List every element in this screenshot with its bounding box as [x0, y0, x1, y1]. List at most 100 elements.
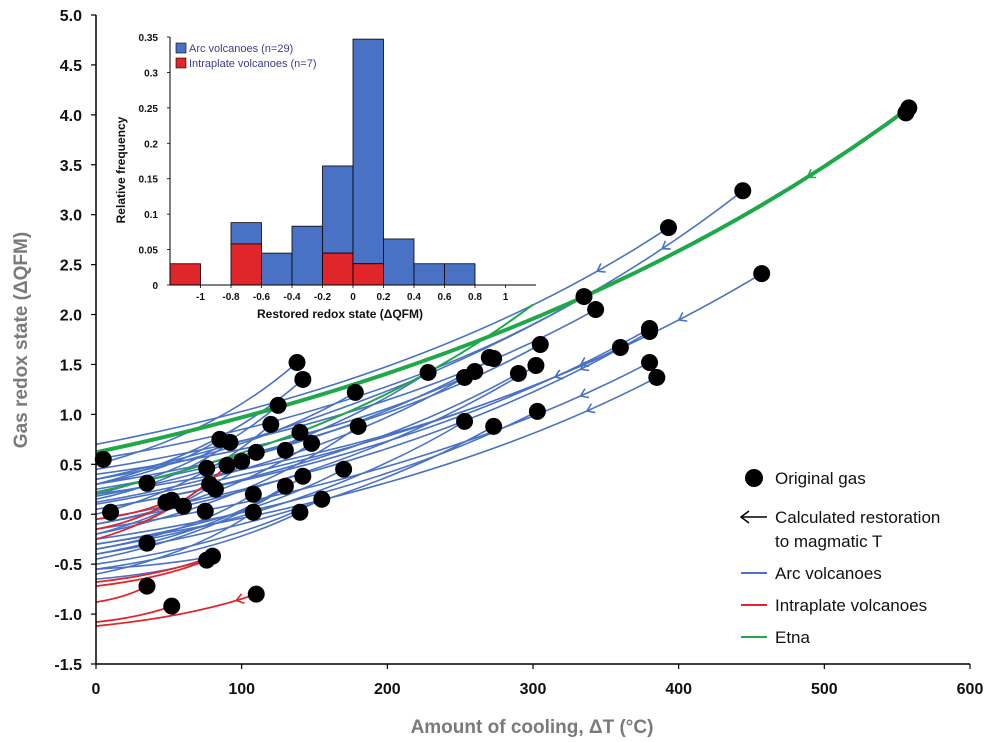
original-gas-point [218, 456, 236, 474]
original-gas-point [335, 460, 353, 478]
inset-legend-arc-swatch [175, 42, 187, 54]
original-gas-point [485, 417, 503, 435]
inset-x-tick-label: 1 [503, 292, 509, 303]
arc-curve [95, 423, 272, 516]
x-tick-label: 200 [374, 681, 401, 698]
y-tick-label: 3.0 [60, 208, 82, 225]
y-tick-label: -1.0 [54, 607, 82, 624]
arc-curve [95, 438, 221, 486]
etna-curve-arrow [806, 168, 817, 179]
inset-y-axis-title: Relative frequency [114, 116, 128, 223]
original-gas-point [734, 182, 752, 200]
inset-bar-arc [261, 252, 293, 286]
inset-bar-arc [413, 263, 445, 286]
intraplate-curve-arrow [234, 593, 245, 604]
inset-x-tick-label: 0.6 [438, 292, 452, 303]
inset-legend-intraplate-label: Intraplate volcanoes (n=7) [189, 58, 317, 70]
original-gas-point [303, 434, 321, 452]
original-gas-point [659, 219, 677, 237]
x-tick-label: 600 [957, 681, 984, 698]
arc-curve-arrow [677, 312, 688, 322]
original-gas-point [456, 412, 474, 430]
inset-x-tick-label: 0.8 [468, 292, 482, 303]
original-gas-point [244, 485, 262, 503]
inset-y-tick-label: 0.05 [139, 246, 159, 257]
x-tick-label: 0 [92, 681, 101, 698]
y-tick-label: -1.5 [54, 657, 82, 674]
legend-restoration-label-1: Calculated restoration [775, 508, 940, 527]
arc-curve [95, 511, 301, 570]
inset-y-tick-label: 0.2 [144, 139, 158, 150]
original-gas-point [204, 547, 222, 565]
inset-bar-arc [383, 238, 415, 286]
original-gas-point [419, 363, 437, 381]
original-gas-point [102, 503, 120, 521]
original-gas-point [900, 99, 918, 117]
main-plot: 0 100 200 300 400 500 600-1.5-1.0-0.50.00.51.0… [11, 8, 983, 738]
legend-original-label: Original gas [775, 469, 866, 488]
original-gas-point [291, 423, 309, 441]
original-gas-point [294, 370, 312, 388]
original-gas-point [247, 443, 265, 461]
arc-curve [95, 391, 356, 481]
original-gas-point [198, 459, 216, 477]
arc-curve-arrow [579, 388, 590, 399]
original-gas-point [196, 502, 214, 520]
etna-curve [95, 303, 534, 494]
inset-x-axis-title: Restored redox state (ΔQFM) [257, 307, 423, 321]
inset-bar-arc [352, 38, 384, 265]
original-gas-point [244, 503, 262, 521]
original-gas-point [587, 301, 605, 319]
inset-y-tick-label: 0.15 [139, 175, 159, 186]
original-gas-point [94, 450, 112, 468]
inset-y-tick-label: 0.3 [144, 68, 158, 79]
original-gas-point [528, 402, 546, 420]
inset-y-tick-label: 0.1 [144, 210, 158, 221]
y-tick-label: 5.0 [60, 8, 82, 25]
inset-x-tick-label: -1 [196, 292, 205, 303]
inset-x-tick-label: 0 [350, 292, 356, 303]
inset-bar-arc [291, 225, 323, 286]
arc-curve [95, 441, 231, 501]
inset-bar-intraplate [230, 243, 262, 286]
inset-histogram: -1 -0.8 -0.6 -0.4 -0.2 0 0.2 0.4 0.6 0.8 1 0 0.05 0.1… [114, 33, 536, 321]
x-tick-label: 300 [520, 681, 547, 698]
legend-etna-label: Etna [775, 628, 811, 647]
arc-curve [95, 559, 207, 580]
inset-y-tick-label: 0.25 [139, 104, 159, 115]
legend-restoration-arrow-icon [739, 510, 750, 524]
main-legend: Original gas Calculated restoration to m… [739, 469, 940, 647]
original-gas-point [641, 353, 659, 371]
original-gas-point [485, 349, 503, 367]
original-gas-point [611, 338, 629, 356]
arc-curve-arrow [585, 403, 596, 414]
y-tick-label: 2.5 [60, 258, 82, 275]
original-gas-point [262, 415, 280, 433]
original-gas-point [138, 474, 156, 492]
y-tick-label: -0.5 [54, 557, 82, 574]
original-gas-point [291, 503, 309, 521]
inset-tick-labels: -1 -0.8 -0.6 -0.4 -0.2 0 0.2 0.4 0.6 0.8 1 0 0.05 0.1… [139, 33, 509, 303]
main-axes [91, 14, 971, 669]
inset-axes [167, 36, 536, 288]
arc-curve-arrow [595, 263, 606, 273]
inset-bar-arc [322, 165, 354, 254]
arc-curve [95, 410, 538, 540]
legend-intraplate-label: Intraplate volcanoes [775, 596, 927, 615]
original-gas-point [276, 441, 294, 459]
y-tick-label: 1.5 [60, 357, 82, 374]
original-gas-point [247, 585, 265, 603]
inset-y-tick-label: 0 [152, 281, 158, 292]
y-tick-label: 0.0 [60, 507, 82, 524]
original-gas-point [206, 480, 224, 498]
original-gas-point [233, 452, 251, 470]
original-gas-point [163, 597, 181, 615]
arc-curve [95, 378, 304, 486]
original-gas-point [509, 364, 527, 382]
inset-bar-intraplate [322, 252, 354, 286]
inset-legend-intraplate-swatch [175, 57, 187, 69]
main-points [94, 99, 918, 615]
y-tick-label: 3.5 [60, 158, 82, 175]
arc-curve [95, 361, 298, 466]
